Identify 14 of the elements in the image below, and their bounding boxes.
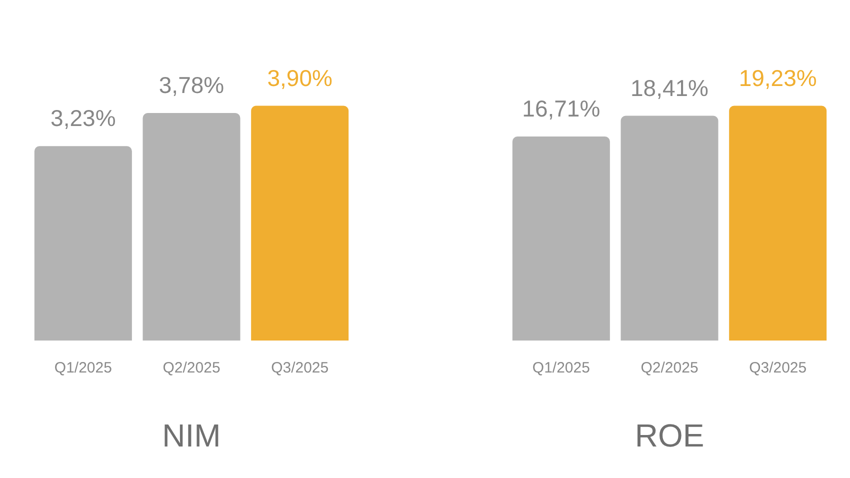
x-tick-label: Q1/2025	[54, 360, 112, 377]
data-label: 3,23%	[50, 105, 116, 132]
data-label: 3,90%	[267, 64, 332, 91]
data-label: 3,78%	[158, 72, 224, 98]
x-tick-label: Q2/2025	[640, 360, 698, 377]
text: NIM	[162, 418, 221, 454]
x-tick-label: Q1/2025	[532, 360, 590, 377]
data-label: 19,23%	[738, 64, 817, 91]
data-label: 18,41%	[630, 74, 709, 101]
text: ROE	[634, 418, 704, 454]
data-label: 16,71%	[522, 96, 600, 122]
x-tick-label: Q3/2025	[749, 360, 807, 377]
x-tick-label: Q3/2025	[271, 360, 329, 377]
x-tick-label: Q2/2025	[162, 360, 220, 377]
